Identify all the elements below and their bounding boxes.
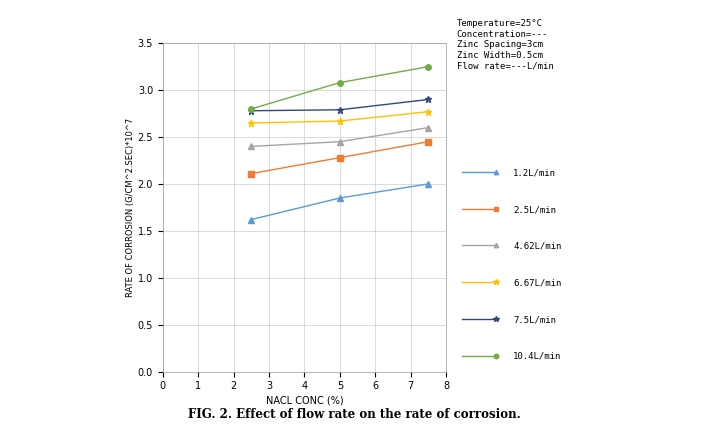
Line: 6.67L/min: 6.67L/min xyxy=(248,108,432,127)
Line: 4.62L/min: 4.62L/min xyxy=(249,125,431,149)
7.5L/min xyxy=(336,107,344,112)
Text: Temperature=25°C
Concentration=---
Zinc Spacing=3cm
Zinc Width=0.5cm
Flow rate=-: Temperature=25°C Concentration=--- Zinc … xyxy=(457,19,554,70)
7.5L/min xyxy=(247,108,256,113)
2.5L/min xyxy=(424,139,433,144)
Text: 1.2L/min: 1.2L/min xyxy=(513,168,556,177)
10.4L/min xyxy=(247,106,256,111)
2.5L/min xyxy=(247,171,256,176)
6.67L/min xyxy=(424,109,433,114)
Text: 6.67L/min: 6.67L/min xyxy=(513,279,561,287)
Line: 7.5L/min: 7.5L/min xyxy=(248,96,432,114)
Text: 4.62L/min: 4.62L/min xyxy=(513,242,561,251)
1.2L/min xyxy=(424,181,433,187)
Text: FIG. 2. Effect of flow rate on the rate of corrosion.: FIG. 2. Effect of flow rate on the rate … xyxy=(188,408,520,421)
6.67L/min xyxy=(247,121,256,126)
2.5L/min xyxy=(336,155,344,160)
7.5L/min xyxy=(424,97,433,102)
Line: 2.5L/min: 2.5L/min xyxy=(249,139,431,176)
Text: 7.5L/min: 7.5L/min xyxy=(513,315,556,324)
X-axis label: NACL CONC (%): NACL CONC (%) xyxy=(266,395,343,405)
10.4L/min xyxy=(336,80,344,85)
Y-axis label: RATE OF CORROSION (G/CM^2.SEC)*10^7: RATE OF CORROSION (G/CM^2.SEC)*10^7 xyxy=(126,118,135,297)
1.2L/min xyxy=(247,217,256,222)
10.4L/min xyxy=(424,64,433,69)
Text: 10.4L/min: 10.4L/min xyxy=(513,352,561,361)
4.62L/min xyxy=(424,125,433,130)
Line: 1.2L/min: 1.2L/min xyxy=(249,181,431,222)
Text: 2.5L/min: 2.5L/min xyxy=(513,205,556,214)
1.2L/min xyxy=(336,195,344,200)
4.62L/min xyxy=(247,144,256,149)
Line: 10.4L/min: 10.4L/min xyxy=(249,64,431,111)
4.62L/min xyxy=(336,139,344,144)
6.67L/min xyxy=(336,118,344,124)
